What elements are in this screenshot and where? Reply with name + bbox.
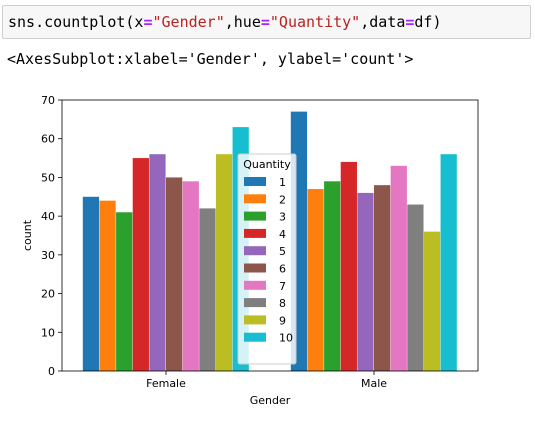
legend-label-q10: 10: [279, 332, 293, 345]
bar-female-q7: [182, 181, 199, 371]
bar-male-q6: [374, 185, 391, 371]
bar-female-q8: [199, 208, 216, 371]
code-token: "Quantity": [269, 13, 361, 31]
legend-label-q8: 8: [279, 297, 286, 310]
legend-title: Quantity: [243, 158, 291, 171]
y-tick-label: 50: [41, 171, 55, 184]
legend-swatch-q6: [244, 263, 266, 273]
legend-swatch-q9: [244, 315, 266, 325]
y-tick-label: 10: [41, 326, 55, 339]
x-tick-label-male: Male: [361, 377, 387, 390]
plot-frame: [61, 99, 479, 372]
legend-swatch-q4: [244, 228, 266, 238]
legend-swatch-q2: [244, 194, 266, 204]
legend-label-q2: 2: [279, 193, 286, 206]
bar-female-q6: [166, 177, 183, 371]
bar-female-q4: [132, 158, 149, 371]
bar-male-q10: [440, 154, 457, 371]
legend-label-q7: 7: [279, 280, 286, 293]
legend-swatch-q1: [244, 177, 266, 186]
bar-male-q8: [407, 204, 424, 371]
code-token: ,data: [360, 13, 406, 31]
code-token: =: [260, 13, 270, 31]
code-token: =: [405, 13, 415, 31]
y-tick-label: 20: [41, 288, 55, 301]
code-token: ,hue: [224, 13, 261, 31]
code-token: =: [143, 13, 153, 31]
legend-swatch-q10: [244, 332, 266, 342]
legend-label-q4: 4: [279, 228, 286, 241]
legend-swatch-q8: [244, 298, 266, 308]
code-token: "Gender": [152, 13, 225, 31]
legend-label-q5: 5: [279, 245, 286, 258]
legend-box: [237, 153, 297, 365]
bar-male-q4: [340, 161, 357, 371]
legend-swatch-q5: [244, 246, 266, 256]
y-tick-label: 60: [41, 133, 55, 146]
bar-female-q3: [116, 212, 133, 371]
bar-male-q3: [324, 181, 341, 371]
y-tick-label: 30: [41, 249, 55, 262]
y-tick-label: 40: [41, 210, 55, 223]
bar-male-q5: [357, 192, 374, 371]
bar-female-q9: [215, 154, 233, 371]
legend-label-q6: 6: [279, 263, 286, 276]
code-cell-input[interactable]: sns.countplot(x="Gender",hue="Quantity",…: [2, 5, 531, 39]
legend-label-q1: 1: [279, 176, 286, 189]
bar-female-q2: [99, 200, 116, 371]
cell-output-text: <AxesSubplot:xlabel='Gender', ylabel='co…: [7, 50, 414, 68]
countplot-chart: 0 10 20 30 40 50 60 70 Female Male Gender count Quan…: [21, 94, 479, 407]
x-axis-label: Gender: [250, 394, 291, 407]
bar-male-q7: [390, 165, 407, 371]
bar-female-q5: [149, 154, 166, 371]
x-tick-label-female: Female: [146, 377, 186, 390]
y-tick-label: 70: [41, 94, 55, 107]
y-tick-label: 0: [48, 365, 55, 378]
bar-female-q1: [82, 196, 100, 371]
code-line: sns.countplot(x="Gender",hue="Quantity",…: [8, 13, 442, 31]
bar-male-q9: [423, 231, 441, 371]
code-token: df): [414, 13, 442, 31]
legend-swatch-q3: [244, 211, 266, 221]
bar-male-q2: [307, 189, 324, 371]
legend-swatch-q7: [244, 280, 266, 290]
legend-label-q3: 3: [279, 211, 286, 224]
code-token: sns.countplot(x: [8, 13, 144, 31]
legend-label-q9: 9: [279, 314, 286, 327]
y-axis-label: count: [21, 219, 34, 251]
